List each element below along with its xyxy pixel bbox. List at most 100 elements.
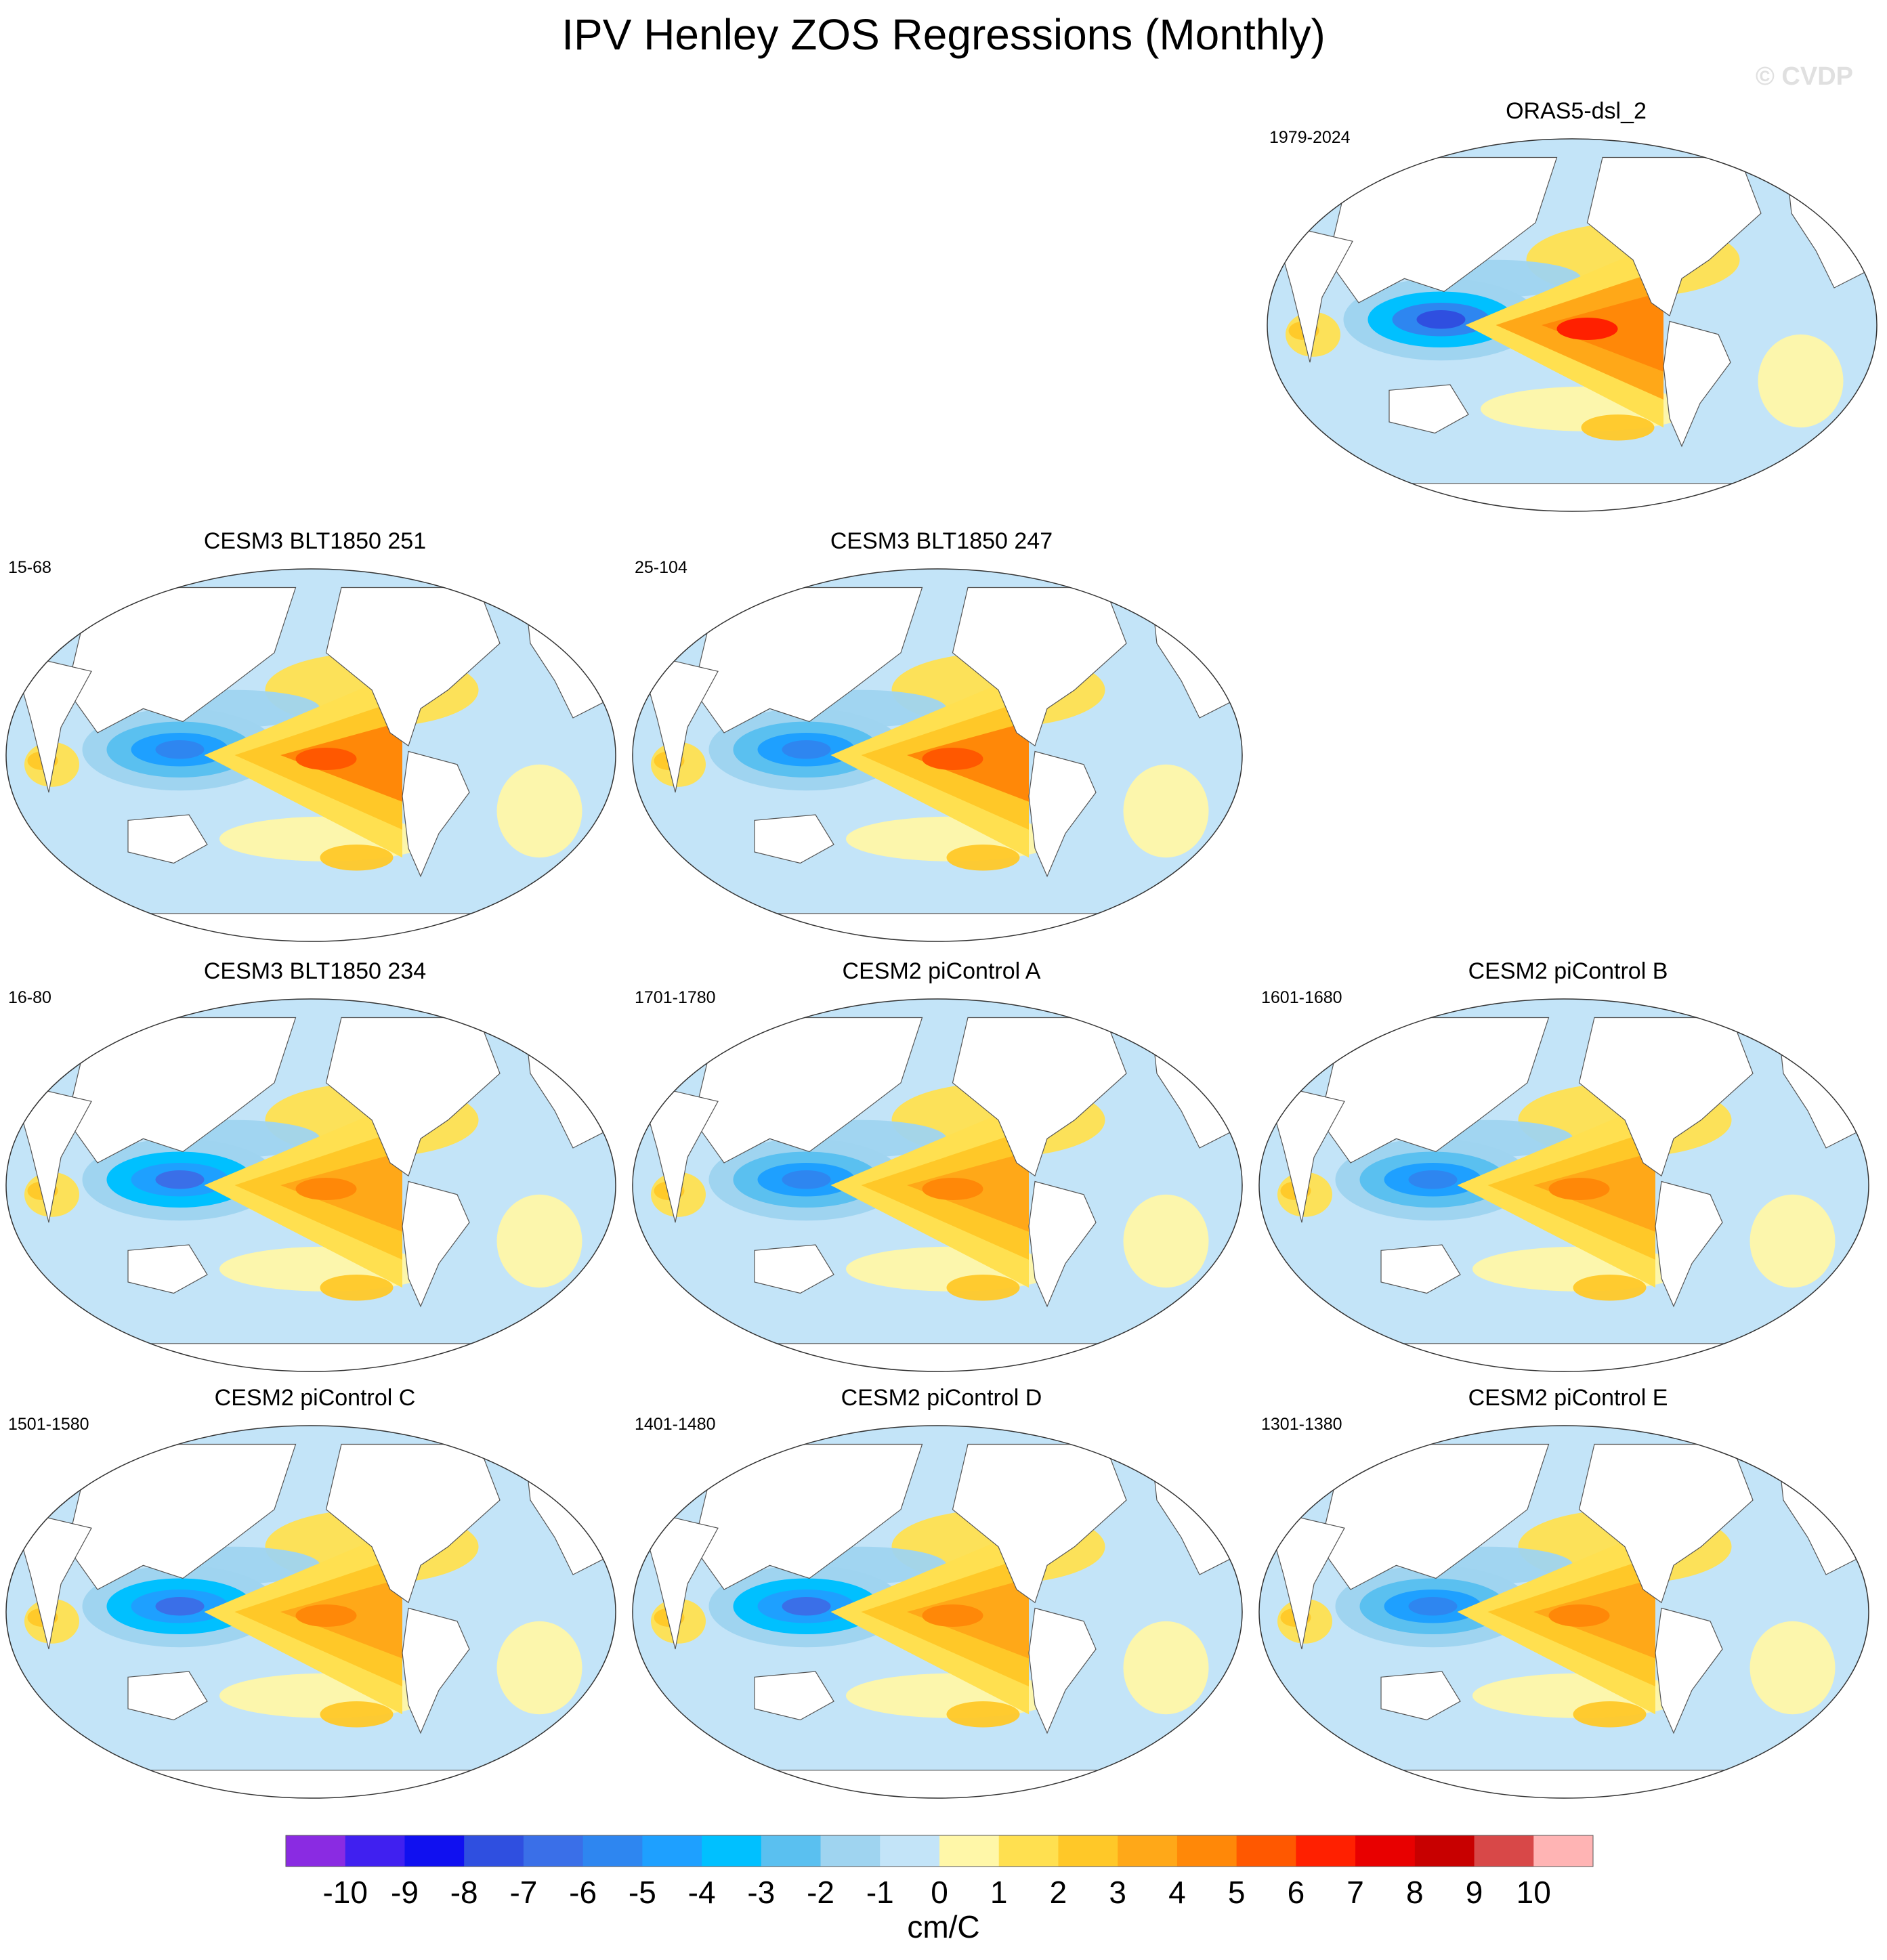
east-pacific-core: [295, 1604, 357, 1627]
east-pacific-core: [922, 1604, 983, 1627]
colorbar-swatch: [1474, 1835, 1534, 1867]
map-panel-picC: CESM2 piControl C 1501-1580: [0, 1385, 630, 1825]
atlantic-warm: [1750, 1621, 1836, 1715]
map-panel-picB: CESM2 piControl B 1601-1680: [1253, 958, 1883, 1399]
map-border: [1267, 138, 1878, 512]
colorbar-tick-label: 1: [990, 1875, 1008, 1910]
landmass-1: [325, 587, 501, 747]
landmass-4: [1273, 221, 1353, 363]
colorbar-tick-label: 0: [931, 1875, 948, 1910]
colorbar-tick-label: -1: [866, 1875, 894, 1910]
landmass-4: [12, 652, 92, 793]
panel-period: 1301-1380: [1261, 1415, 1342, 1434]
colorbar-tick-label: 8: [1406, 1875, 1424, 1910]
landmass-0: [66, 587, 297, 733]
landmass-0: [693, 1017, 923, 1164]
map-panel-blt234: CESM3 BLT1850 234 16-80: [0, 958, 630, 1399]
south-pacific-core: [1573, 1275, 1647, 1301]
map-border: [5, 1425, 616, 1799]
colorbar-tick-label: 5: [1228, 1875, 1246, 1910]
atlantic-warm: [1750, 1194, 1836, 1288]
colorbar-tick-label: -9: [391, 1875, 419, 1910]
landmass-0: [66, 1443, 297, 1590]
colorbar-tick-label: 6: [1288, 1875, 1305, 1910]
landmass-4: [1265, 1082, 1345, 1223]
west-pacific-cool-3: [782, 1170, 831, 1189]
panel-period: 1601-1680: [1261, 988, 1342, 1007]
landmass-4: [638, 652, 719, 793]
south-pacific-core: [1581, 414, 1655, 441]
map-border: [632, 568, 1243, 942]
west-pacific-cool-3: [155, 740, 205, 759]
colorbar-tick-label: -8: [450, 1875, 478, 1910]
atlantic-warm: [1758, 334, 1844, 428]
east-pacific-core: [295, 748, 357, 770]
east-pacific-core: [922, 748, 983, 770]
landmass-3: [127, 1244, 208, 1294]
panel-title: CESM3 BLT1850 247: [830, 528, 1053, 554]
landmass-1: [952, 1017, 1127, 1177]
chart-title: IPV Henley ZOS Regressions (Monthly): [561, 10, 1326, 59]
colorbar-swatch: [345, 1835, 405, 1867]
landmass-3: [127, 1671, 208, 1721]
map-svg: [632, 1425, 1243, 1799]
panel-period: 15-68: [8, 558, 51, 577]
landmass-0: [66, 1017, 297, 1164]
colorbar-swatch: [761, 1835, 822, 1867]
map-panel-picE: CESM2 piControl E 1301-1380: [1253, 1385, 1883, 1825]
colorbar-tick-label: -3: [747, 1875, 775, 1910]
panel-period: 1701-1780: [635, 988, 716, 1007]
colorbar-tick-label: 3: [1109, 1875, 1126, 1910]
landmass-1: [1578, 1443, 1754, 1604]
colorbar-units-label: cm/C: [907, 1909, 980, 1944]
landmass-1: [952, 587, 1127, 747]
landmass-2: [1655, 1180, 1723, 1308]
south-pacific-core: [946, 845, 1020, 871]
panel-title: CESM3 BLT1850 234: [203, 958, 427, 984]
landmass-1: [1578, 1017, 1754, 1177]
map-border: [5, 568, 616, 942]
colorbar-swatch: [1176, 1835, 1237, 1867]
landmass-6: [1259, 1770, 1869, 1798]
map-panel-blt247: CESM3 BLT1850 247 25-104: [627, 528, 1256, 968]
colorbar-swatch: [702, 1835, 762, 1867]
landmass-4: [1265, 1508, 1345, 1650]
map-svg: [5, 568, 616, 942]
colorbar-swatch: [1118, 1835, 1178, 1867]
map-border: [5, 998, 616, 1372]
west-pacific-cool-3: [782, 740, 831, 759]
colorbar-swatch: [1058, 1835, 1118, 1867]
map-svg: [632, 568, 1243, 942]
landmass-6: [633, 1343, 1242, 1371]
landmass-4: [12, 1082, 92, 1223]
panel-title: CESM2 piControl B: [1468, 958, 1668, 984]
map-panel-picD: CESM2 piControl D 1401-1480: [627, 1385, 1256, 1825]
landmass-4: [638, 1082, 719, 1223]
landmass-0: [693, 587, 923, 733]
west-pacific-cool-3: [1408, 1170, 1458, 1189]
landmass-2: [402, 1607, 470, 1734]
colorbar-swatch: [820, 1835, 881, 1867]
map-svg: [1267, 138, 1878, 512]
landmass-3: [1380, 1244, 1461, 1294]
landmass-1: [325, 1017, 501, 1177]
east-pacific-core: [1556, 318, 1618, 340]
atlantic-warm: [496, 1194, 582, 1288]
landmass-3: [127, 814, 208, 864]
south-pacific-core: [1573, 1701, 1647, 1728]
south-pacific-core: [946, 1701, 1020, 1728]
west-pacific-cool-3: [155, 1170, 205, 1189]
east-pacific-core: [295, 1178, 357, 1200]
south-pacific-core: [320, 845, 394, 871]
colorbar-swatch: [1355, 1835, 1416, 1867]
landmass-6: [1267, 483, 1877, 511]
colorbar-tick-label: 7: [1347, 1875, 1364, 1910]
landmass-2: [402, 1180, 470, 1308]
map-svg: [632, 998, 1243, 1372]
landmass-0: [693, 1443, 923, 1590]
colorbar-tick-label: 2: [1050, 1875, 1067, 1910]
landmass-0: [1319, 1443, 1550, 1590]
atlantic-warm: [1123, 1621, 1209, 1715]
landmass-1: [952, 1443, 1127, 1604]
colorbar-swatch: [939, 1835, 1000, 1867]
